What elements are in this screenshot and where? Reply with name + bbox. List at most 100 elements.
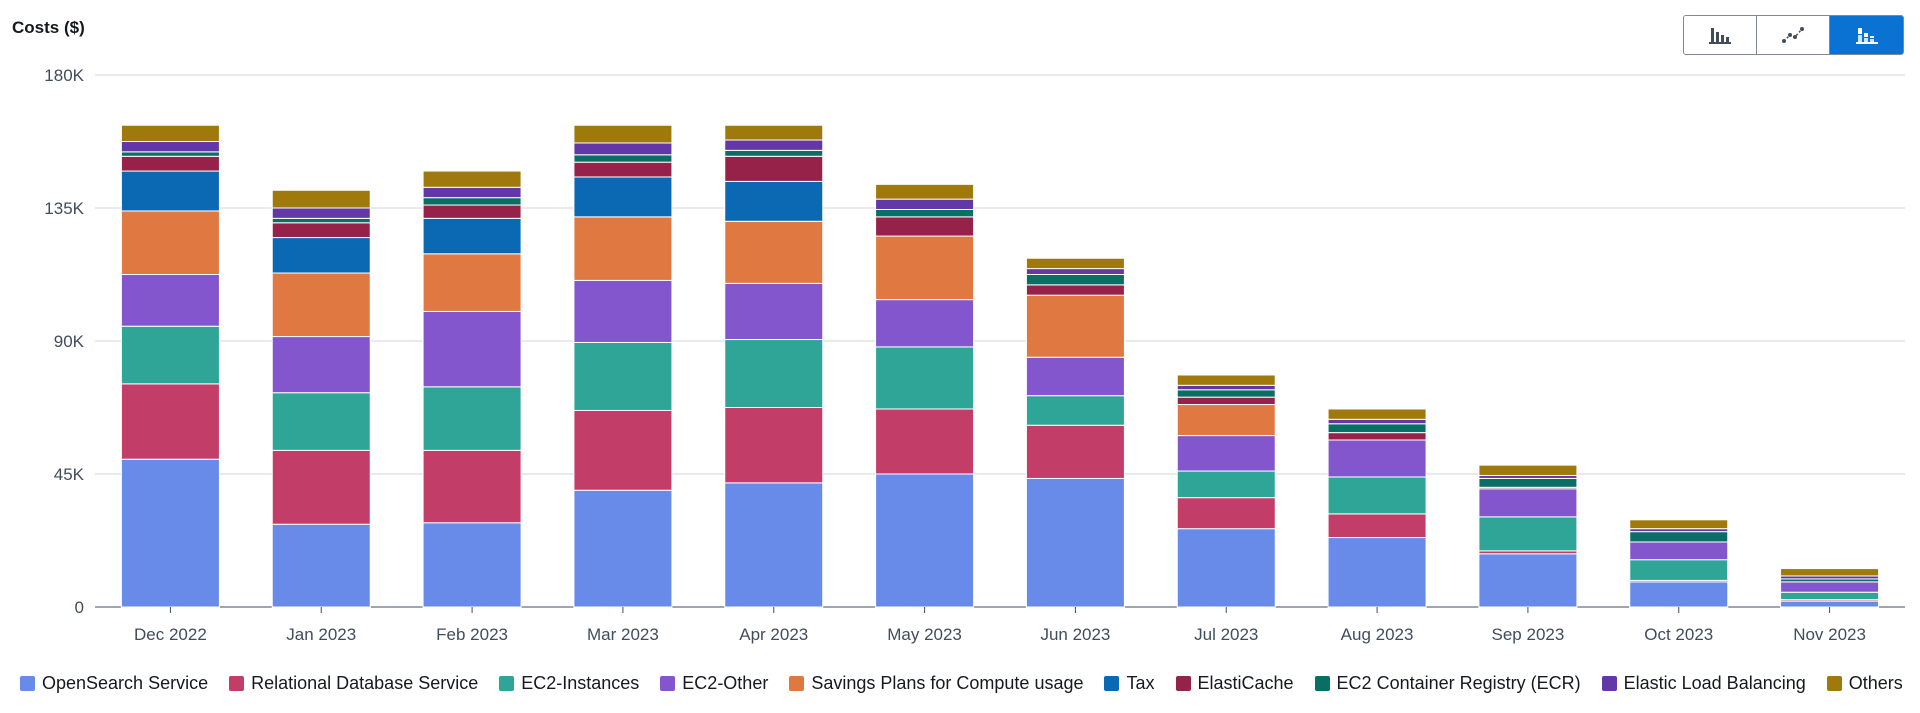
- bar-segment[interactable]: [1025, 477, 1125, 608]
- bar-segment[interactable]: [1025, 284, 1125, 296]
- bar-segment[interactable]: [1025, 274, 1125, 286]
- bar-chart-toggle[interactable]: [1684, 16, 1757, 54]
- bar-segment[interactable]: [422, 217, 522, 255]
- bar-segment[interactable]: [1780, 591, 1880, 601]
- bar-segment[interactable]: [422, 386, 522, 451]
- bar-segment[interactable]: [1327, 418, 1427, 425]
- bar-segment[interactable]: [1025, 395, 1125, 426]
- bar-segment[interactable]: [1629, 581, 1729, 608]
- bar-segment[interactable]: [422, 449, 522, 524]
- bar-segment[interactable]: [1176, 470, 1276, 499]
- bar-segment[interactable]: [875, 473, 975, 608]
- bar-segment[interactable]: [724, 180, 824, 222]
- bar-segment[interactable]: [271, 222, 371, 239]
- bar-segment[interactable]: [875, 183, 975, 200]
- bar-segment[interactable]: [120, 325, 220, 385]
- bar-segment[interactable]: [120, 151, 220, 157]
- legend-item[interactable]: OpenSearch Service: [20, 673, 208, 694]
- bar-segment[interactable]: [422, 310, 522, 388]
- bar-segment[interactable]: [1176, 384, 1276, 391]
- bar-segment[interactable]: [573, 279, 673, 343]
- bar-segment[interactable]: [271, 272, 371, 338]
- bar-segment[interactable]: [573, 154, 673, 163]
- bar-segment[interactable]: [1327, 408, 1427, 420]
- bar-segment[interactable]: [1478, 488, 1578, 518]
- bar-segment[interactable]: [1327, 476, 1427, 515]
- bar-segment[interactable]: [875, 346, 975, 410]
- bar-segment[interactable]: [1025, 424, 1125, 479]
- bar-segment[interactable]: [1025, 294, 1125, 358]
- bar-segment[interactable]: [1629, 531, 1729, 543]
- bar-segment[interactable]: [1478, 516, 1578, 552]
- bar-segment[interactable]: [875, 235, 975, 301]
- bar-segment[interactable]: [271, 217, 371, 224]
- bar-segment[interactable]: [573, 142, 673, 156]
- bar-segment[interactable]: [1025, 268, 1125, 276]
- bar-segment[interactable]: [1629, 519, 1729, 530]
- bar-segment[interactable]: [573, 161, 673, 178]
- legend-item[interactable]: Others: [1826, 673, 1903, 694]
- bar-segment[interactable]: [1025, 356, 1125, 397]
- bar-segment[interactable]: [271, 449, 371, 525]
- bar-segment[interactable]: [1176, 528, 1276, 608]
- bar-segment[interactable]: [120, 124, 220, 143]
- bar-segment[interactable]: [120, 210, 220, 275]
- bar-segment[interactable]: [875, 408, 975, 475]
- legend-item[interactable]: EC2 Container Registry (ECR): [1314, 673, 1581, 694]
- legend-item[interactable]: EC2-Other: [660, 673, 768, 694]
- bar-segment[interactable]: [573, 341, 673, 411]
- bar-segment[interactable]: [724, 139, 824, 151]
- bar-segment[interactable]: [271, 336, 371, 394]
- bar-segment[interactable]: [1176, 497, 1276, 530]
- bar-segment[interactable]: [1629, 559, 1729, 581]
- bar-segment[interactable]: [271, 523, 371, 608]
- bar-segment[interactable]: [1025, 257, 1125, 270]
- bar-segment[interactable]: [1327, 432, 1427, 441]
- legend-item[interactable]: Relational Database Service: [229, 673, 478, 694]
- bar-segment[interactable]: [1176, 435, 1276, 472]
- bar-segment[interactable]: [1478, 553, 1578, 608]
- bar-segment[interactable]: [422, 170, 522, 188]
- bar-segment[interactable]: [422, 204, 522, 219]
- bar-segment[interactable]: [1629, 541, 1729, 561]
- legend-item[interactable]: Tax: [1104, 673, 1155, 694]
- bar-segment[interactable]: [724, 155, 824, 182]
- bar-segment[interactable]: [875, 216, 975, 237]
- bar-segment[interactable]: [724, 149, 824, 157]
- bar-segment[interactable]: [422, 253, 522, 312]
- bar-segment[interactable]: [120, 383, 220, 460]
- bar-segment[interactable]: [1780, 581, 1880, 593]
- bar-segment[interactable]: [1478, 477, 1578, 488]
- bar-segment[interactable]: [271, 392, 371, 451]
- bar-segment[interactable]: [422, 522, 522, 608]
- bar-segment[interactable]: [724, 124, 824, 141]
- bar-segment[interactable]: [875, 198, 975, 210]
- bar-segment[interactable]: [271, 237, 371, 274]
- legend-item[interactable]: Elastic Load Balancing: [1601, 673, 1806, 694]
- bar-segment[interactable]: [1327, 439, 1427, 478]
- bar-segment[interactable]: [120, 141, 220, 153]
- bar-segment[interactable]: [1478, 464, 1578, 476]
- bar-segment[interactable]: [422, 197, 522, 206]
- bar-segment[interactable]: [875, 208, 975, 218]
- legend-item[interactable]: ElastiCache: [1175, 673, 1294, 694]
- bar-segment[interactable]: [1176, 404, 1276, 437]
- bar-segment[interactable]: [1327, 423, 1427, 434]
- bar-segment[interactable]: [120, 170, 220, 212]
- bar-segment[interactable]: [1327, 513, 1427, 539]
- bar-segment[interactable]: [1780, 568, 1880, 577]
- bar-segment[interactable]: [724, 220, 824, 284]
- bar-segment[interactable]: [875, 299, 975, 348]
- bar-segment[interactable]: [1176, 396, 1276, 406]
- bar-segment[interactable]: [724, 407, 824, 484]
- stacked-bar-chart-toggle[interactable]: [1830, 16, 1903, 54]
- bar-segment[interactable]: [120, 274, 220, 327]
- bar-segment[interactable]: [1327, 537, 1427, 608]
- bar-segment[interactable]: [724, 482, 824, 608]
- legend-item[interactable]: Savings Plans for Compute usage: [789, 673, 1083, 694]
- bar-segment[interactable]: [120, 458, 220, 608]
- bar-segment[interactable]: [573, 216, 673, 281]
- bar-segment[interactable]: [1176, 374, 1276, 386]
- bar-segment[interactable]: [573, 409, 673, 491]
- bar-segment[interactable]: [120, 155, 220, 172]
